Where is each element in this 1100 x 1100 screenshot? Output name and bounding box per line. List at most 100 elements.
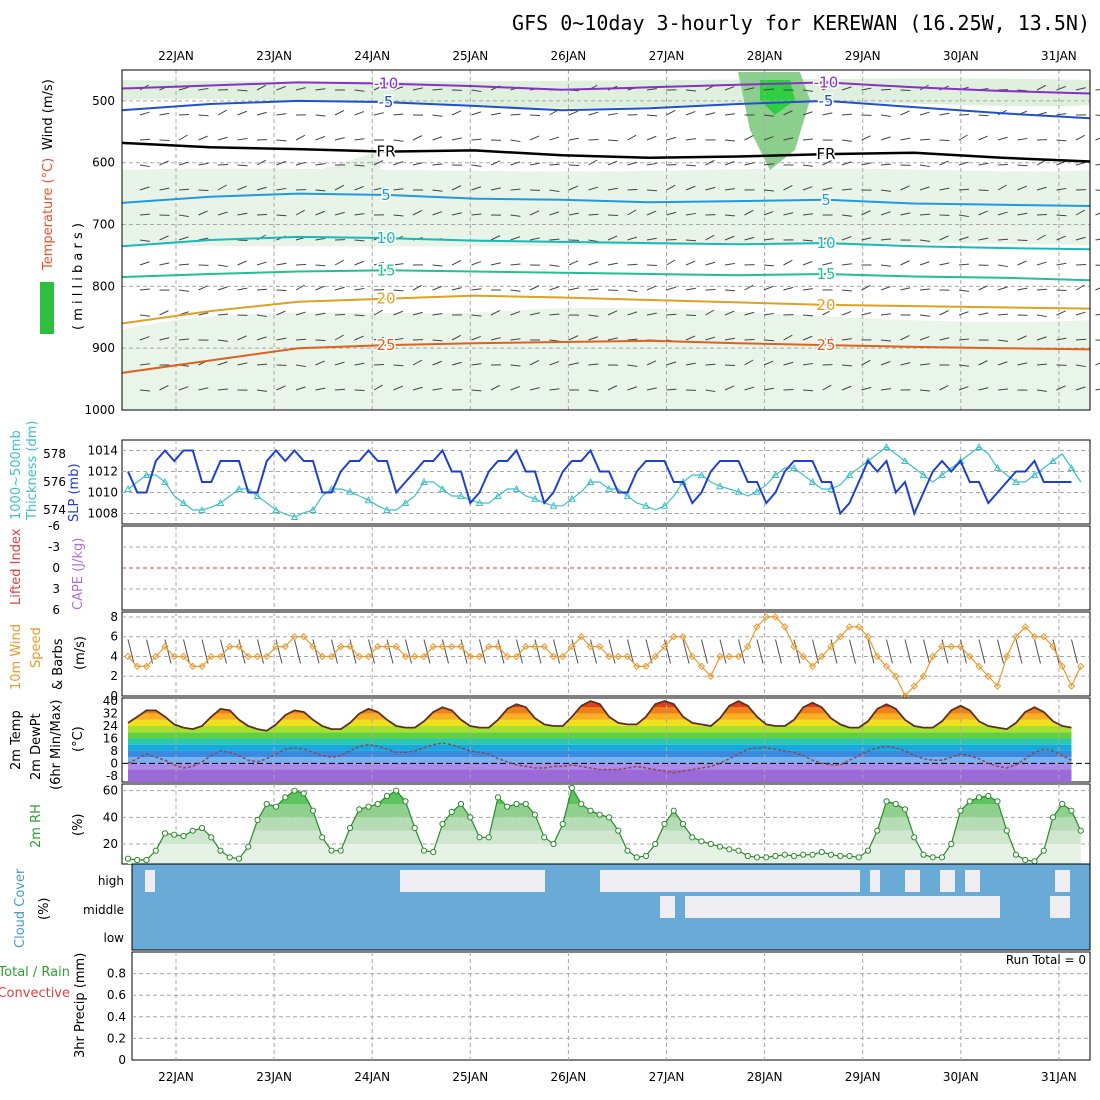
wind-barb	[802, 389, 814, 392]
wind-barb	[666, 388, 677, 391]
wind-barb	[997, 211, 1008, 216]
wind-barb	[646, 135, 657, 141]
wind-barb	[373, 336, 384, 341]
y-tick-label: 40	[103, 810, 118, 824]
wind-barb	[412, 135, 423, 141]
thickness-point	[605, 484, 613, 492]
surface-wind-barb	[368, 639, 375, 664]
cloud-gap-high	[400, 870, 545, 892]
wind-barb	[919, 164, 930, 168]
surface-wind-barb	[738, 639, 745, 664]
wind-barb	[744, 209, 754, 216]
rh-point	[1077, 827, 1084, 834]
wind-barb	[958, 289, 969, 292]
isotherm-20	[121, 294, 1091, 325]
thickness-point	[161, 477, 169, 485]
wind-barb	[861, 359, 871, 366]
wind-speed-point	[244, 652, 252, 661]
wind-barb	[841, 188, 852, 191]
y-tick-label: 1014	[87, 444, 118, 458]
isotherm-label: FR	[816, 145, 835, 163]
wind-speed-point	[309, 642, 317, 651]
wind-barb	[588, 336, 599, 341]
wind-barb	[510, 188, 521, 191]
wind-speed-point	[466, 652, 474, 661]
wind-barb	[529, 135, 540, 141]
rh-point	[1040, 847, 1047, 854]
wind-barb	[393, 188, 404, 191]
wind-barb	[490, 310, 501, 316]
rh-point	[559, 820, 566, 828]
rh-point	[568, 784, 576, 792]
slp-line	[127, 448, 1072, 517]
surface-wind-barb	[497, 639, 505, 664]
y-tick-label: middle	[83, 903, 124, 917]
cloud-gap-high	[1055, 870, 1070, 892]
wind-speed-point	[762, 613, 770, 621]
wind-barb	[900, 362, 911, 366]
wind-barb	[919, 138, 931, 141]
rh-point	[300, 790, 307, 797]
rh-point	[781, 851, 788, 858]
wind-speed-point	[799, 652, 807, 661]
wind-barb	[763, 114, 774, 117]
wind-barb	[178, 263, 190, 266]
wind-barb	[1095, 362, 1100, 366]
wind-barb	[919, 186, 930, 191]
wind-barb	[529, 285, 540, 291]
wind-barb	[627, 364, 638, 367]
wind-barb	[217, 264, 228, 268]
surface-wind-barb	[830, 639, 838, 664]
wind-speed-point	[503, 652, 511, 661]
rh-point	[901, 806, 909, 813]
wind-barb	[939, 337, 950, 341]
wind-barb	[432, 387, 443, 391]
precip-ylabel-1: Total / Rain	[0, 965, 70, 980]
wind-speed-point	[716, 652, 724, 661]
y-tick-label: 1010	[87, 486, 118, 500]
upper-wind-barbs	[139, 84, 1100, 393]
date-label-bottom: 25JAN	[452, 1070, 488, 1084]
wind-barb	[744, 284, 754, 291]
wind-speed-point	[596, 642, 604, 651]
rh-point	[254, 816, 261, 824]
y-tick-label: 20	[103, 837, 118, 851]
surface-wind-barb	[479, 639, 486, 664]
wind-speed-point	[494, 642, 502, 651]
wind-speed-point	[697, 662, 706, 671]
wind-barb	[783, 259, 793, 266]
wind-barb	[276, 289, 287, 292]
rh-point	[790, 852, 798, 860]
temp-ylabel-1: 2m Temp	[9, 710, 24, 770]
wind-speed-point	[337, 642, 345, 651]
wind-speed-point	[429, 642, 437, 651]
date-label-top: 26JAN	[551, 49, 587, 63]
wind-barb	[978, 360, 988, 366]
cloud-gap-middle	[1050, 896, 1070, 918]
rh-point	[319, 834, 326, 841]
wind-barb	[276, 214, 287, 217]
thickness-point	[716, 482, 724, 490]
rh-point	[735, 847, 742, 854]
rh-point	[966, 798, 973, 805]
wind-barb	[919, 111, 930, 116]
wind-barb	[822, 309, 832, 316]
wind-barb	[841, 310, 852, 316]
wind-barb	[861, 87, 872, 91]
wind-barb	[958, 311, 969, 316]
wind-barb	[900, 260, 910, 266]
rh-point	[772, 852, 779, 860]
wind-barb	[159, 262, 170, 266]
rh-point	[337, 847, 344, 854]
rh-point	[874, 827, 881, 834]
wind-barb	[841, 139, 852, 142]
rh-point	[430, 848, 437, 856]
thickness-point	[993, 463, 1002, 471]
wind-barb	[1036, 84, 1047, 91]
wind-barb	[198, 210, 208, 216]
wind-barb	[432, 285, 443, 291]
wind-speed-point	[568, 642, 576, 651]
wind-barb	[256, 213, 268, 216]
upper-grid	[122, 70, 1090, 411]
wind-speed-point	[808, 662, 817, 671]
